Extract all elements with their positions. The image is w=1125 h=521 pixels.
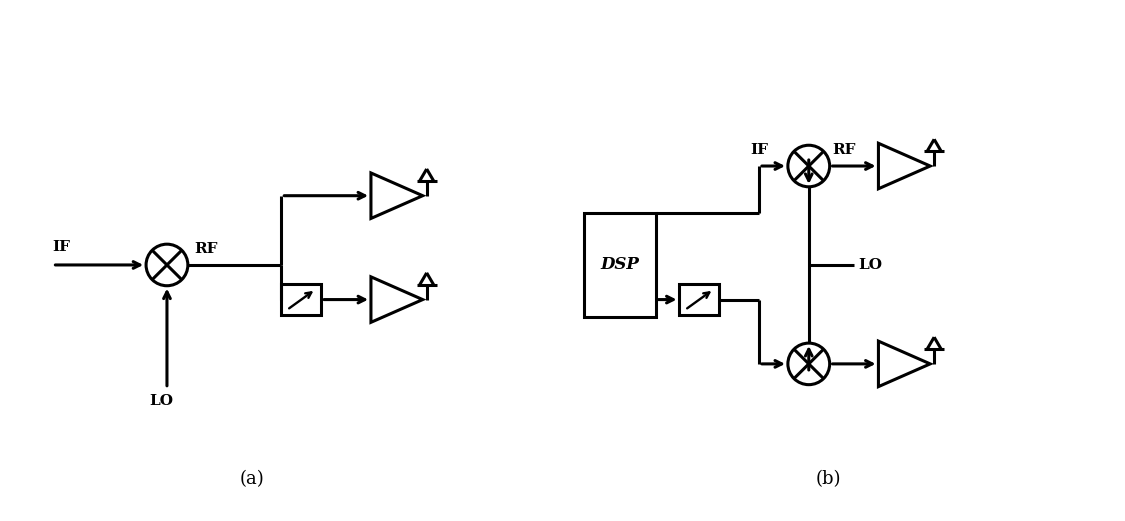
Text: (b): (b) <box>816 469 842 488</box>
Text: LO: LO <box>148 393 173 407</box>
Text: RF: RF <box>832 143 856 157</box>
Text: (a): (a) <box>240 469 264 488</box>
Text: LO: LO <box>858 258 882 272</box>
Text: IF: IF <box>750 143 768 157</box>
Text: RF: RF <box>193 242 217 256</box>
Text: IF: IF <box>53 240 71 254</box>
Bar <box>680 284 719 315</box>
Text: DSP: DSP <box>601 256 639 274</box>
Bar <box>281 284 322 315</box>
Bar <box>584 213 656 317</box>
